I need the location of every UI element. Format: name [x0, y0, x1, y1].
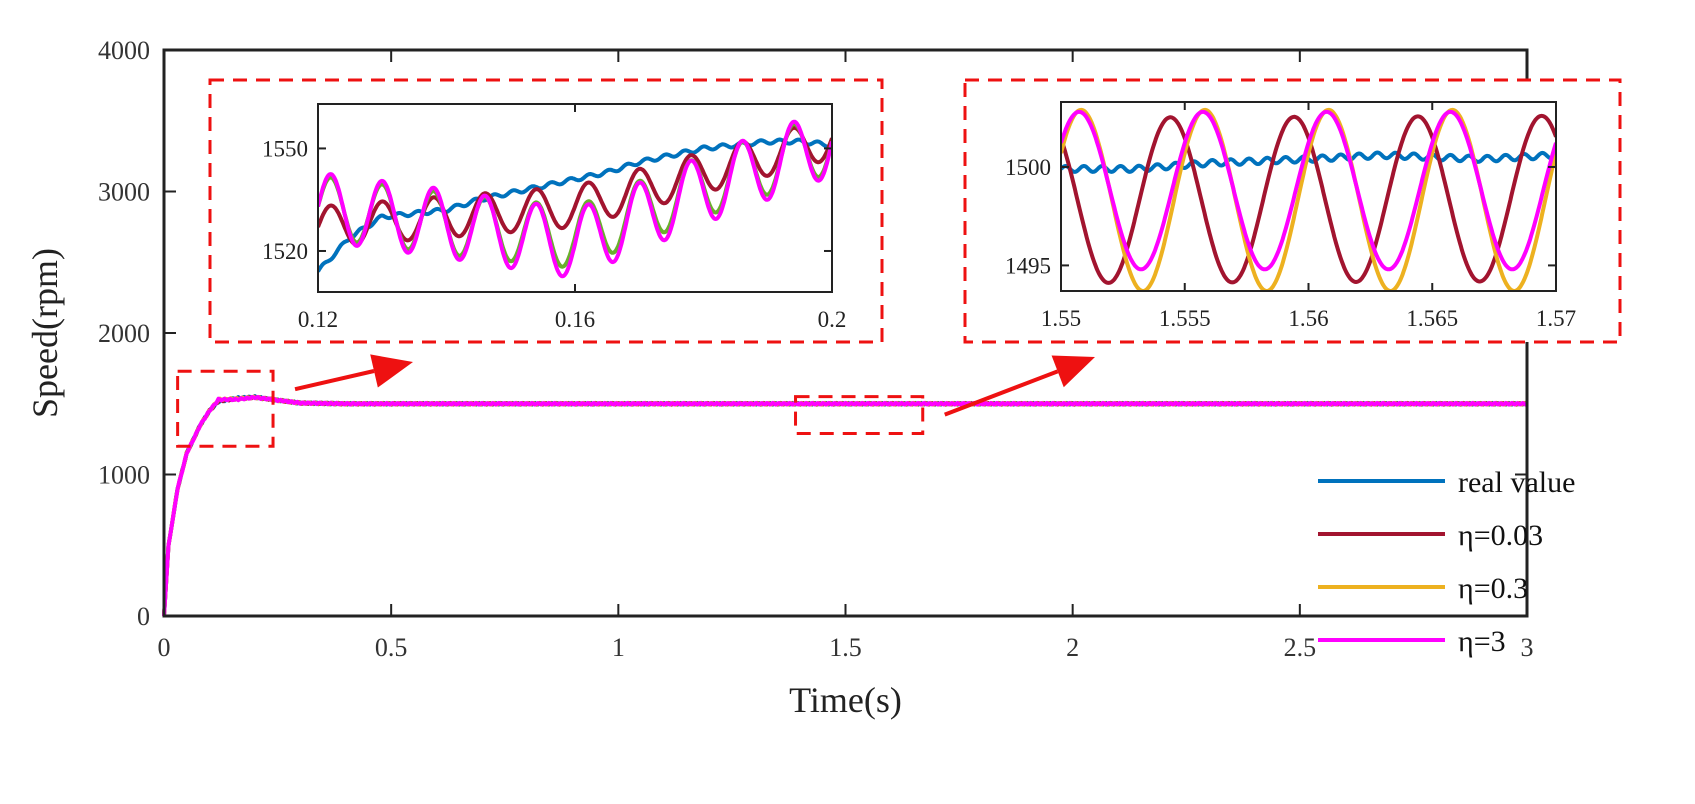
zoom-arrow — [294, 369, 375, 392]
zoom-arrow — [944, 369, 1059, 417]
y-tick-label: 2000 — [98, 319, 150, 348]
inset-x-tick-label: 1.56 — [1288, 306, 1328, 331]
inset-y-tick-label: 1520 — [262, 239, 308, 264]
main-axis-ticks: 0 0.5 1 1.5 2 2.5 3 0 1000 2000 3000 4000 — [98, 36, 1534, 662]
y-tick-label: 4000 — [98, 36, 150, 65]
inset-y-tick-label: 1495 — [1005, 253, 1051, 278]
inset-y-tick-label: 1550 — [262, 136, 308, 161]
zoom-region-box — [794, 395, 925, 435]
x-tick-label: 1.5 — [829, 633, 862, 662]
y-tick-label: 3000 — [98, 178, 150, 207]
zoom-arrow-head — [1051, 355, 1095, 388]
inset-dashed-box — [208, 78, 884, 344]
zoom-arrow-head — [370, 354, 413, 388]
y-tick-label: 1000 — [98, 461, 150, 490]
inset-x-tick-label: 1.555 — [1159, 306, 1211, 331]
x-tick-label: 0 — [158, 633, 171, 662]
legend: real value η=0.03 η=0.3 η=3 — [1318, 466, 1575, 658]
legend-label: η=0.03 — [1458, 519, 1543, 552]
x-tick-label: 0.5 — [375, 633, 408, 662]
inset-x-tick-label: 1.565 — [1406, 306, 1458, 331]
main-series-lines — [162, 394, 1529, 617]
x-tick-label: 3 — [1521, 633, 1534, 662]
legend-label: η=3 — [1458, 625, 1506, 658]
x-tick-label: 2.5 — [1284, 633, 1317, 662]
x-tick-label: 2 — [1066, 633, 1079, 662]
inset-series — [318, 119, 832, 279]
x-tick-label: 1 — [612, 633, 625, 662]
inset-y-tick-label: 1500 — [1005, 155, 1051, 180]
inset-x-tick-label: 1.55 — [1041, 306, 1081, 331]
zoom-boxes — [176, 354, 1095, 448]
y-axis-title: Speed(rpm) — [25, 248, 65, 418]
series-line — [162, 394, 1528, 617]
y-tick-label: 0 — [137, 602, 150, 631]
x-axis-title: Time(s) — [789, 680, 902, 720]
inset-x-tick-label: 1.57 — [1536, 306, 1576, 331]
inset-x-tick-label: 0.2 — [818, 307, 847, 332]
inset-series-line — [318, 119, 832, 279]
legend-label: real value — [1458, 466, 1575, 499]
inset-x-tick-label: 0.12 — [298, 307, 338, 332]
inset-x-tick-label: 0.16 — [555, 307, 595, 332]
inset-left: 0.12 0.16 0.2 1520 1550 — [208, 78, 884, 344]
inset-right: 1.55 1.555 1.56 1.565 1.57 1495 1500 — [963, 78, 1622, 344]
legend-label: η=0.3 — [1458, 572, 1528, 605]
inset-series-line — [1061, 109, 1556, 272]
zoom-region-box — [176, 369, 275, 448]
